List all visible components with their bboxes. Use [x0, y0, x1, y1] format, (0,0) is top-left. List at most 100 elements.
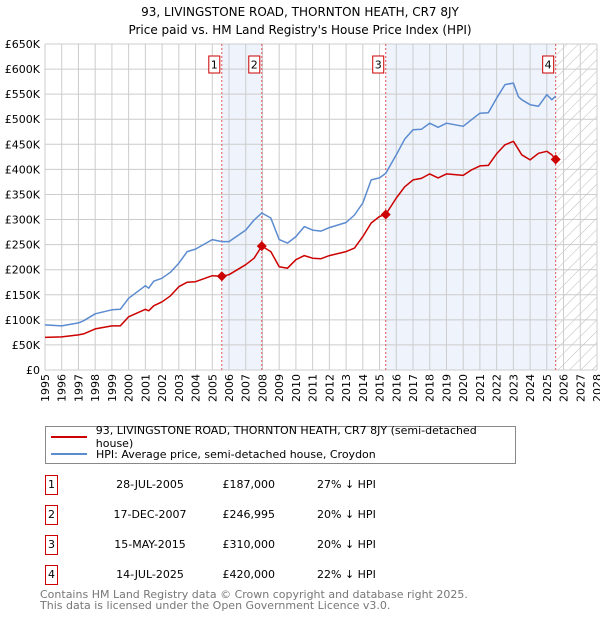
transaction-row: 3 15-MAY-2015 £310,000 20% ↓ HPI — [45, 535, 445, 555]
x-tick-label: 2013 — [340, 374, 353, 402]
x-tick-label: 2005 — [206, 374, 219, 402]
x-tick-label: 2000 — [123, 374, 136, 402]
x-tick-label: 2018 — [424, 374, 437, 402]
x-tick-label: 2022 — [491, 374, 504, 402]
x-tick-label: 1999 — [106, 374, 119, 402]
x-tick-label: 2012 — [323, 374, 336, 402]
price-chart: 1995 1996 1997 1998 1999 2000 2001 2002 2003 2004… — [5, 38, 600, 402]
sale-date: 28-JUL-2005 — [116, 478, 184, 491]
x-tick-label: 2011 — [307, 374, 320, 402]
x-tick-label: 1997 — [72, 374, 85, 402]
sale-label-box — [248, 55, 261, 74]
y-tick-label: £450K — [5, 138, 41, 151]
y-tick-label: £50K — [12, 339, 41, 352]
sale-point — [550, 154, 561, 165]
y-tick-label: £400K — [5, 163, 41, 176]
hpi-diff: 22% ↓ HPI — [317, 568, 376, 581]
sale-label-box — [542, 55, 555, 74]
legend: 93, LIVINGSTONE ROAD, THORNTON HEATH, CR… — [45, 424, 516, 464]
y-tick-label: £100K — [5, 314, 41, 327]
transaction-row: 1 28-JUL-2005 £187,000 27% ↓ HPI — [45, 475, 445, 495]
sale-label: 4 — [545, 59, 552, 72]
marker-badge: 4 — [45, 565, 58, 585]
x-tick-label: 2025 — [541, 374, 554, 402]
marker-badge: 1 — [45, 475, 58, 495]
x-tick-label: 1998 — [89, 374, 102, 402]
y-tick-label: £250K — [5, 239, 41, 252]
x-tick-label: 2020 — [457, 374, 470, 402]
sale-point — [380, 209, 391, 220]
x-tick-label: 2017 — [407, 374, 420, 402]
x-tick-label: 2014 — [357, 374, 370, 402]
footer-line: This data is licensed under the Open Gov… — [40, 599, 391, 612]
sale-label: 1 — [211, 59, 218, 72]
sale-price: £246,995 — [222, 508, 276, 521]
sale-point — [216, 271, 227, 282]
x-tick-label: 2006 — [223, 374, 236, 402]
x-tick-label: 2021 — [474, 374, 487, 402]
x-tick-label: 2027 — [574, 374, 587, 402]
legend-label: 93, LIVINGSTONE ROAD, THORNTON HEATH, CR… — [95, 424, 477, 450]
legend-item-hpi: HPI: Average price, semi-detached house,… — [46, 446, 376, 462]
sale-price: £420,000 — [222, 568, 276, 581]
title-line: 93, LIVINGSTONE ROAD, THORNTON HEATH, CR… — [141, 5, 459, 19]
legend-label: HPI: Average price, semi-detached house,… — [96, 447, 376, 461]
x-tick-label: 2001 — [139, 374, 152, 402]
x-tick-label: 2016 — [390, 374, 403, 402]
footer-line: Contains HM Land Registry data © Crown c… — [40, 588, 468, 601]
x-tick-label: 2008 — [256, 374, 269, 402]
subtitle-line: Price paid vs. HM Land Registry's House … — [128, 23, 472, 37]
y-tick-label: £600K — [5, 63, 41, 76]
y-tick-label: £0 — [26, 364, 40, 377]
x-tick-label: 2023 — [507, 374, 520, 402]
sale-label: 2 — [251, 59, 258, 72]
x-tick-label: 2015 — [374, 374, 387, 402]
x-tick-label: 2019 — [440, 374, 453, 402]
y-tick-label: £650K — [5, 38, 41, 51]
x-tick-label: 2007 — [240, 374, 253, 402]
y-tick-label: £150K — [5, 289, 41, 302]
x-tick-label: 2009 — [273, 374, 286, 402]
legend-swatch-blue — [51, 453, 87, 455]
hpi-diff: 20% ↓ HPI — [317, 508, 376, 521]
y-tick-label: £550K — [5, 88, 41, 101]
x-tick-label: 2004 — [190, 374, 203, 402]
x-tick-label: 2010 — [290, 374, 303, 402]
forecast-hatch — [555, 44, 597, 370]
legend-item-property: 93, LIVINGSTONE ROAD, THORNTON HEATH, CR… — [46, 424, 515, 450]
x-tick-label: 1996 — [56, 374, 69, 402]
sale-label-box — [208, 55, 221, 74]
chart-title: 93, LIVINGSTONE ROAD, THORNTON HEATH, CR… — [0, 3, 600, 39]
footer: Contains HM Land Registry data © Crown c… — [40, 589, 468, 611]
property-price-line — [44, 140, 557, 339]
shaded-range — [221, 44, 262, 370]
sale-date: 14-JUL-2025 — [116, 568, 184, 581]
hpi-line — [44, 82, 557, 327]
marker-badge: 3 — [45, 535, 58, 555]
hpi-diff: 27% ↓ HPI — [317, 478, 376, 491]
legend-swatch-red — [51, 436, 87, 438]
hpi-diff: 20% ↓ HPI — [317, 538, 376, 551]
x-tick-label: 1995 — [39, 374, 52, 402]
x-tick-label: 2028 — [591, 374, 600, 402]
marker-badge: 2 — [45, 505, 58, 525]
sale-price: £310,000 — [222, 538, 276, 551]
y-tick-label: £350K — [5, 188, 41, 201]
x-tick-label: 2002 — [156, 374, 169, 402]
x-tick-label: 2024 — [524, 374, 537, 402]
y-tick-label: £300K — [5, 214, 41, 227]
transaction-row: 2 17-DEC-2007 £246,995 20% ↓ HPI — [45, 505, 445, 525]
transaction-row: 4 14-JUL-2025 £420,000 22% ↓ HPI — [45, 565, 445, 585]
y-tick-label: £500K — [5, 113, 41, 126]
sale-label-box — [372, 55, 385, 74]
sale-date: 15-MAY-2015 — [114, 538, 186, 551]
sale-date: 17-DEC-2007 — [113, 508, 187, 521]
y-tick-label: £200K — [5, 264, 41, 277]
shaded-range — [385, 44, 556, 370]
sale-label: 3 — [375, 59, 382, 72]
x-tick-label: 2003 — [173, 374, 186, 402]
sale-point — [256, 241, 267, 252]
sale-price: £187,000 — [222, 478, 276, 491]
x-tick-label: 2026 — [558, 374, 571, 402]
